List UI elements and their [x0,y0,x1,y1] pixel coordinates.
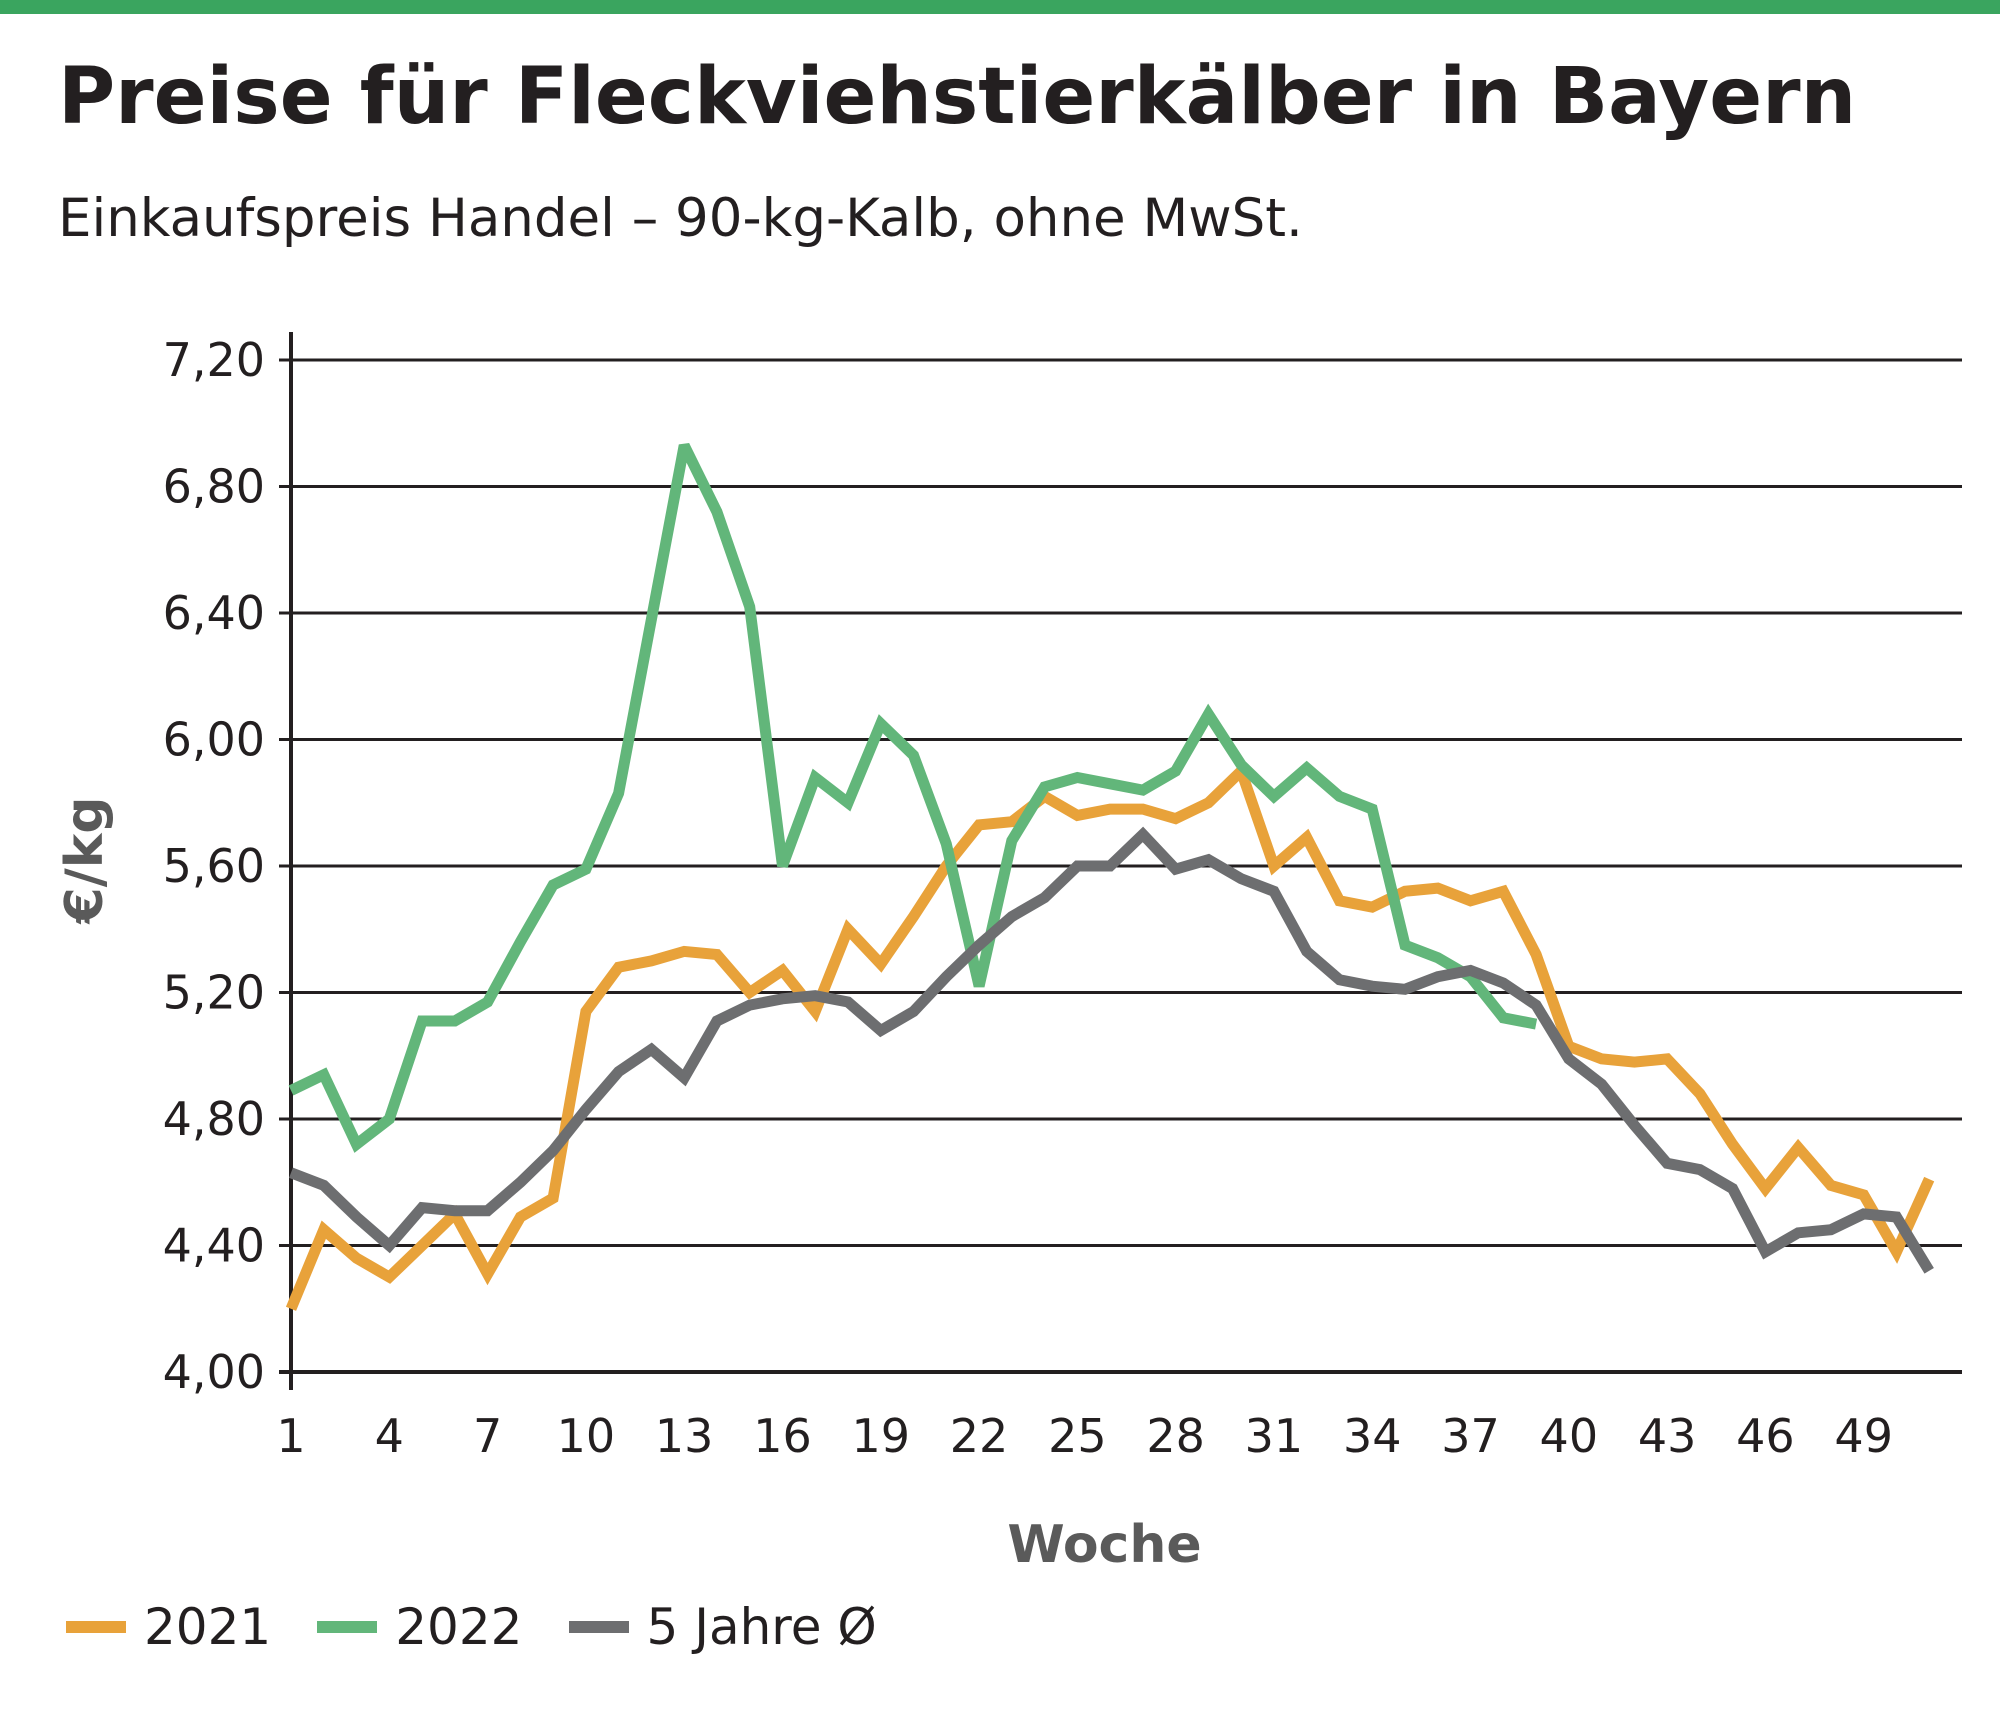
x-tick-label: 25 [1048,1409,1107,1463]
x-tick-label: 34 [1343,1409,1402,1463]
legend-swatch-2022 [317,1621,378,1633]
legend-label-avg: 5 Jahre Ø [646,1598,877,1656]
y-axis-title: €/kg [55,797,115,925]
chart-title: Preise für Fleckviehstierkälber in Bayer… [58,52,1857,142]
series-lines [285,442,1935,1311]
legend-item-avg: 5 Jahre Ø [568,1598,877,1656]
x-tick-label: 31 [1245,1409,1304,1463]
legend-label-2022: 2022 [395,1598,523,1656]
x-tick-label: 43 [1638,1409,1697,1463]
series-line-2 [289,826,1934,1274]
y-tick-label: 4,40 [163,1219,265,1273]
legend-label-2021: 2021 [144,1598,272,1656]
legend-swatch-2021 [66,1621,126,1633]
chart-subtitle: Einkaufspreis Handel – 90-kg-Kalb, ohne … [58,188,1303,249]
tick-labels: 4,00 4,40 4,80 5,20 5,60 6,00 6,40 6,80 7,20 1 4 7 1… [163,333,1893,1463]
y-tick-label: 5,20 [163,966,265,1020]
x-axis-title: Woche [1007,1515,1201,1575]
x-tick-label: 13 [655,1409,714,1463]
x-tick-label: 22 [950,1409,1009,1463]
x-tick-label: 10 [557,1409,616,1463]
legend-item-2021: 2021 [66,1598,271,1656]
x-tick-label: 28 [1146,1409,1205,1463]
x-tick-label: 49 [1834,1409,1893,1463]
y-tick-label: 7,20 [163,333,265,387]
gridlines [279,358,1962,1247]
x-tick-label: 16 [753,1409,812,1463]
legend: 2021 2022 5 Jahre Ø [66,1598,923,1656]
y-tick-label: 4,80 [163,1092,265,1146]
x-tick-label: 4 [375,1409,404,1463]
x-tick-label: 1 [276,1409,305,1463]
x-tick-label: 19 [851,1409,910,1463]
y-tick-label: 6,00 [163,713,265,767]
legend-swatch-avg [568,1621,629,1633]
legend-item-2022: 2022 [317,1598,523,1656]
top-accent-bar [0,0,2000,14]
x-tick-label: 7 [473,1409,502,1463]
y-tick-label: 4,00 [163,1345,265,1399]
y-tick-label: 5,60 [163,839,265,893]
x-tick-label: 40 [1540,1409,1599,1463]
y-tick-label: 6,80 [163,460,265,514]
x-tick-label: 37 [1441,1409,1500,1463]
axes [279,332,1962,1390]
y-tick-label: 6,40 [163,586,265,640]
series-line-0 [285,761,1935,1311]
x-tick-label: 46 [1736,1409,1795,1463]
series-line-1 [288,442,1538,1153]
